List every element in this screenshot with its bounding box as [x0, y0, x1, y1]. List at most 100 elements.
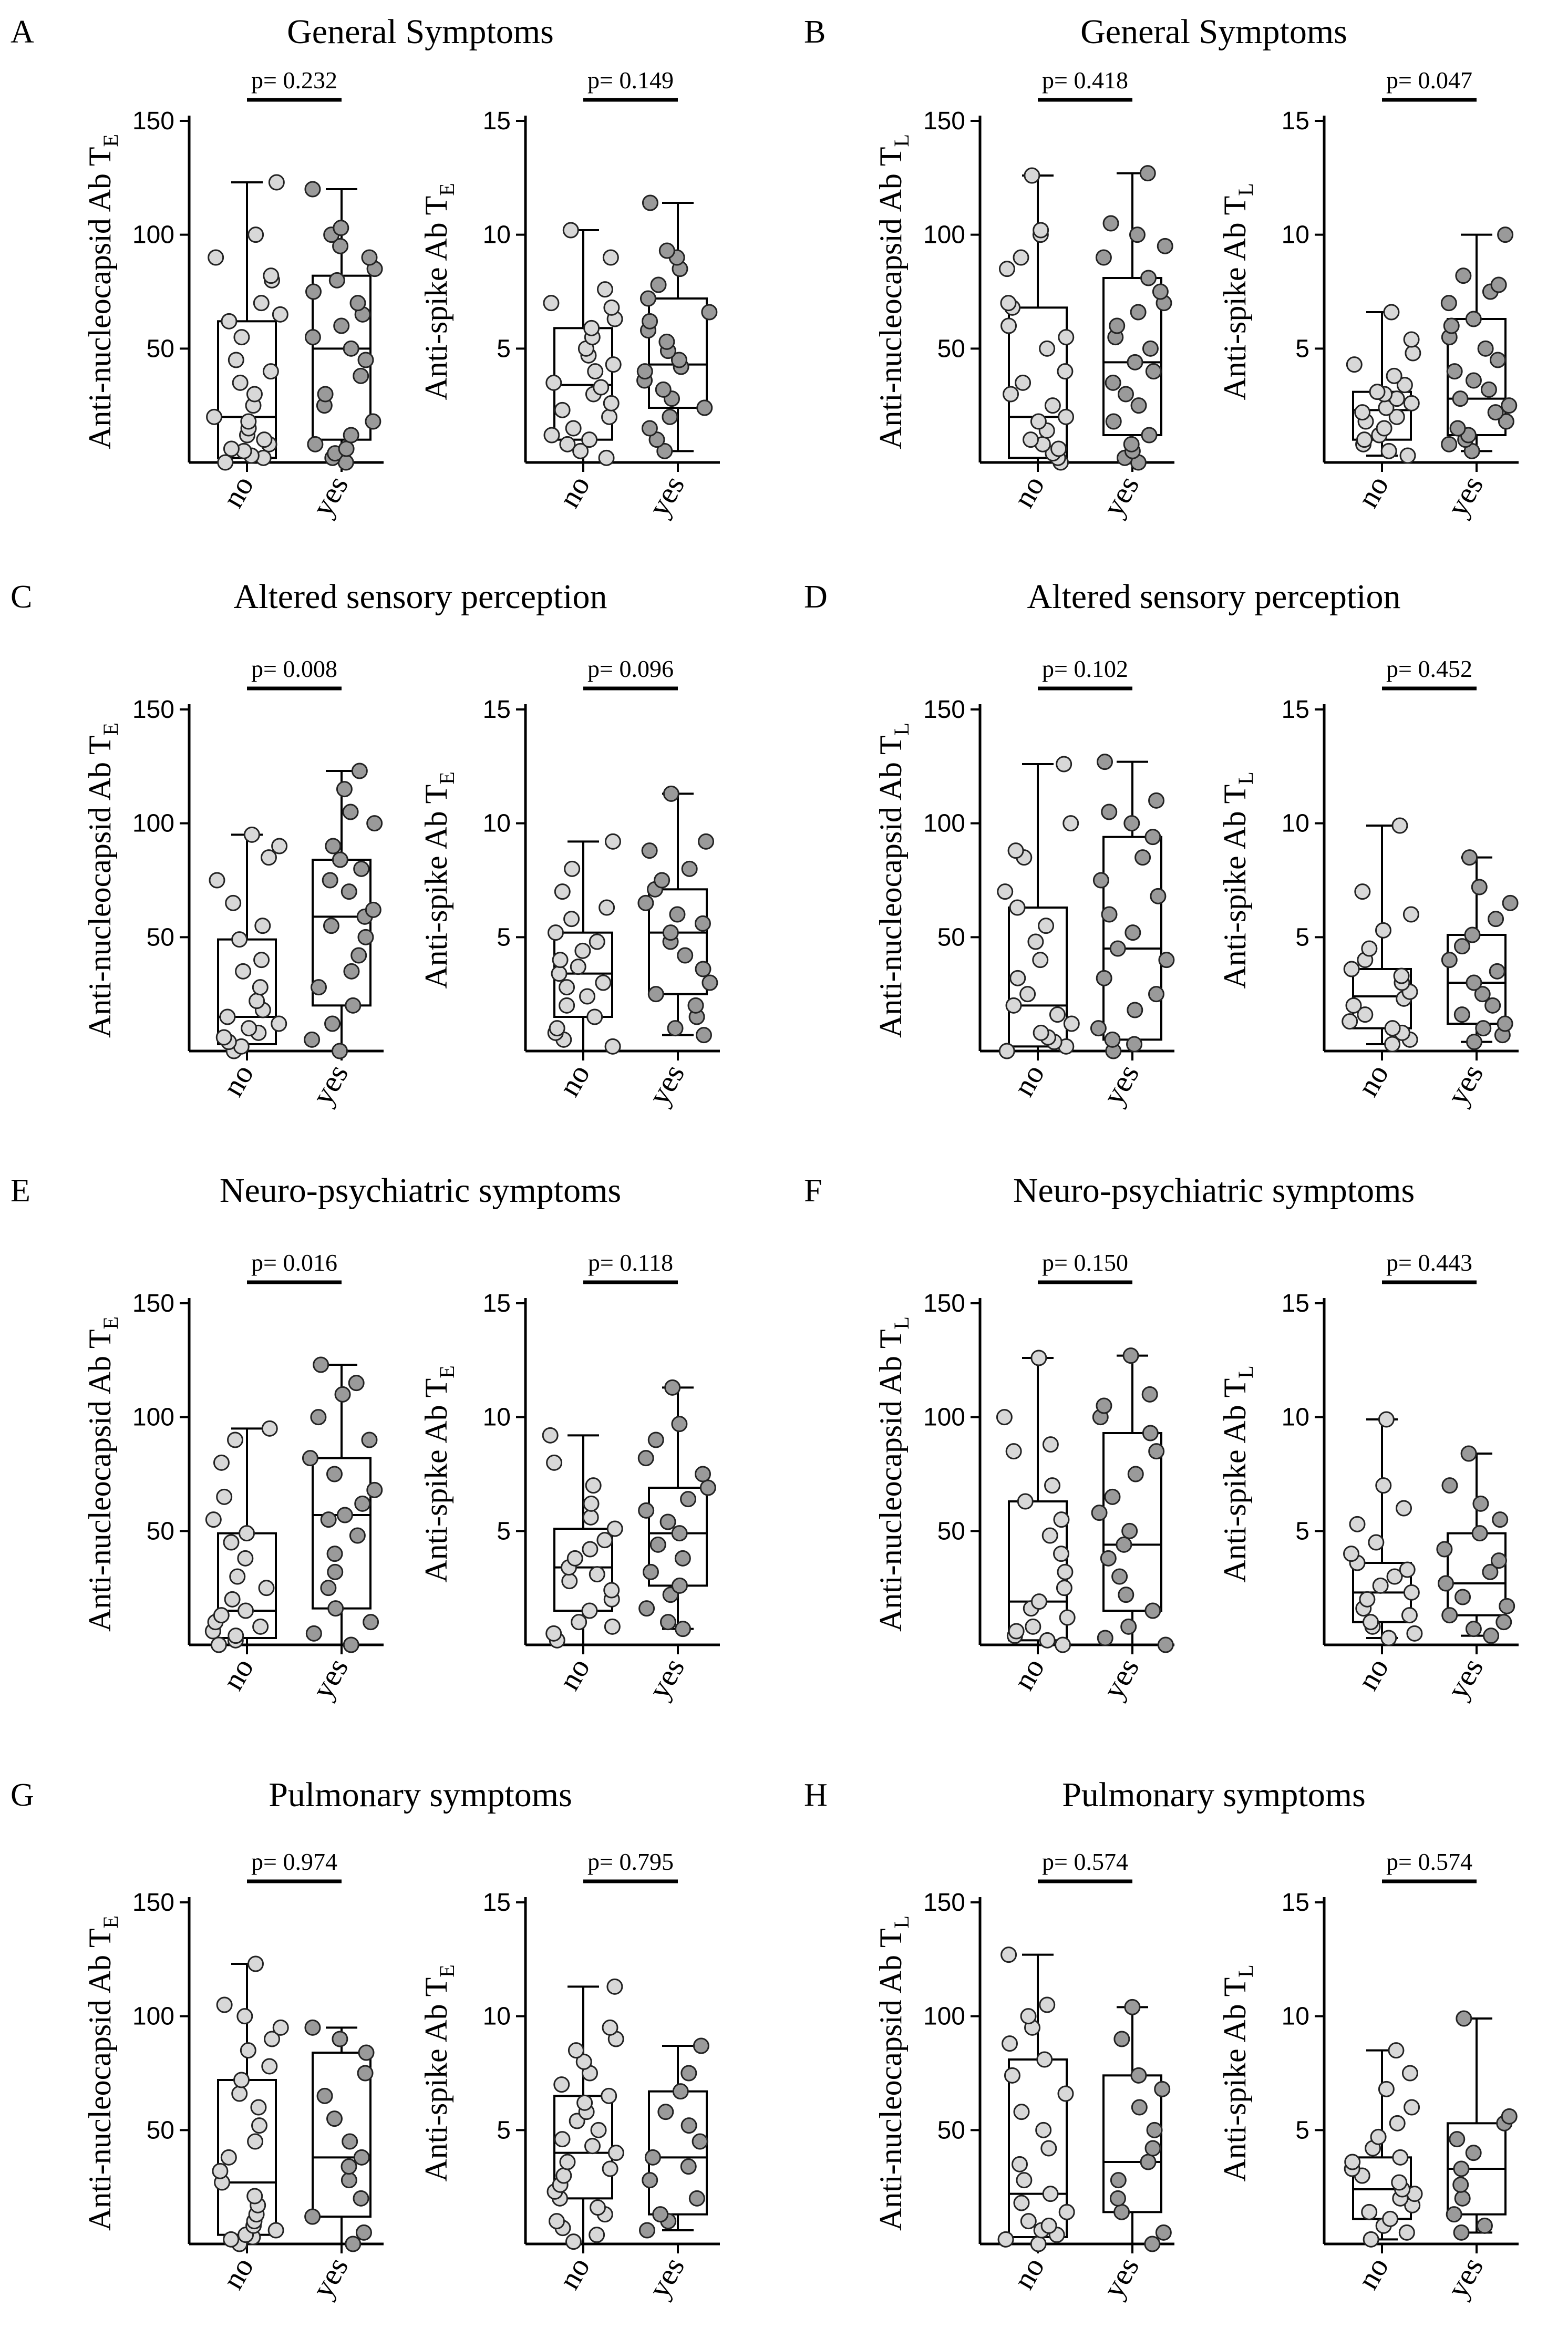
y-tick-label: 150 — [923, 1290, 965, 1317]
data-point — [584, 2138, 601, 2155]
data-point — [235, 963, 252, 980]
data-point — [365, 413, 381, 430]
data-point — [1440, 295, 1457, 312]
x-tick-label-no: no — [1350, 1058, 1395, 1102]
data-point — [1033, 222, 1049, 239]
data-point — [572, 442, 589, 459]
data-point — [549, 1020, 565, 1037]
data-point — [1130, 397, 1147, 414]
data-point — [601, 408, 618, 425]
data-point — [1354, 883, 1371, 900]
y-tick-label: 100 — [923, 1404, 965, 1432]
data-point — [680, 2158, 697, 2175]
data-point — [326, 2110, 343, 2127]
data-point — [332, 2031, 348, 2047]
data-point — [1118, 1587, 1134, 1603]
data-point — [353, 2190, 369, 2207]
data-point — [1055, 1636, 1071, 1653]
data-point — [1148, 792, 1165, 809]
data-point — [1000, 1947, 1017, 1963]
data-point — [1057, 1563, 1074, 1580]
data-point — [1157, 238, 1173, 254]
data-point — [1013, 2195, 1030, 2211]
data-point — [1483, 1628, 1500, 1644]
data-point — [1380, 442, 1397, 459]
y-axis-label-main: Anti-nucleocapsid Ab T — [873, 1329, 908, 1631]
data-point — [1489, 963, 1505, 980]
data-point — [603, 395, 620, 411]
data-point — [1157, 1636, 1174, 1653]
data-point — [256, 431, 273, 448]
data-point — [310, 1409, 327, 1426]
p-value-label: p= 0.096 — [587, 655, 674, 682]
data-point — [1449, 420, 1466, 437]
data-point — [568, 2042, 584, 2059]
y-axis-label: Anti-nucleocapsid Ab TE — [82, 1316, 122, 1632]
data-point — [1380, 1630, 1397, 1646]
data-point — [253, 295, 270, 312]
data-point — [604, 1618, 621, 1635]
data-point — [1158, 952, 1175, 969]
data-point — [1490, 276, 1507, 293]
y-axis-label: Anti-spike Ab TL — [1218, 771, 1257, 988]
y-tick-label: 50 — [937, 2116, 965, 2144]
x-tick-label-no: no — [215, 1058, 260, 1102]
p-value-label: p= 0.118 — [588, 1249, 673, 1276]
data-point — [1096, 1397, 1112, 1414]
data-point — [1154, 2081, 1171, 2097]
data-point — [1100, 1550, 1117, 1567]
data-point — [1453, 2160, 1470, 2177]
data-point — [238, 1602, 254, 1619]
panel-letter-D: D — [804, 579, 828, 615]
data-point — [271, 838, 288, 854]
data-point — [1120, 1618, 1137, 1635]
data-point — [357, 929, 374, 945]
data-point — [1152, 283, 1169, 300]
data-point — [1145, 363, 1162, 380]
data-point — [671, 1577, 688, 1594]
x-tick-label-no: no — [1350, 470, 1395, 513]
data-point — [555, 2167, 572, 2184]
data-point — [350, 947, 367, 964]
y-tick-label: 10 — [1282, 221, 1309, 249]
y-axis-label-main: Anti-spike Ab T — [1218, 785, 1252, 989]
y-tick-label: 15 — [1282, 1889, 1309, 1917]
data-point — [648, 431, 665, 448]
panel-title-C: Altered sensory perception — [233, 578, 607, 616]
data-point — [656, 442, 673, 459]
x-tick-label-yes: yes — [305, 1652, 355, 1704]
data-point — [355, 2224, 372, 2241]
y-tick-label: 5 — [497, 923, 511, 951]
p-value-label: p= 0.574 — [1042, 1848, 1128, 1875]
data-point — [1464, 926, 1481, 943]
data-point — [1150, 888, 1167, 904]
data-point — [1058, 329, 1075, 346]
y-axis-label-subscript: E — [99, 723, 122, 735]
data-point — [249, 993, 265, 1010]
data-point — [205, 1511, 222, 1528]
data-point — [223, 1534, 240, 1551]
x-tick-label-yes: yes — [1096, 470, 1146, 522]
data-point — [1391, 817, 1408, 834]
panel-title-B: General Symptoms — [1080, 13, 1347, 51]
data-point — [1398, 2224, 1415, 2241]
data-point — [317, 386, 334, 403]
data-point — [1376, 420, 1392, 437]
data-point — [334, 1386, 351, 1403]
y-tick-label: 50 — [147, 335, 174, 363]
data-point — [1346, 356, 1363, 373]
y-axis-label-main: Anti-spike Ab T — [419, 1978, 453, 2182]
data-point — [227, 1432, 244, 1448]
data-point — [1044, 397, 1061, 414]
y-axis-label-main: Anti-nucleocapsid Ab T — [82, 1928, 117, 2230]
panel-title-H: Pulmonary symptoms — [1062, 1776, 1366, 1814]
data-point — [1441, 1607, 1458, 1624]
data-point — [1443, 317, 1460, 334]
x-tick-label-yes: yes — [305, 470, 355, 522]
data-point — [582, 1509, 599, 1526]
data-point — [1044, 1477, 1061, 1494]
y-axis-label: Anti-nucleocapsid Ab TE — [82, 723, 122, 1038]
p-value-label: p= 0.574 — [1386, 1848, 1472, 1875]
p-value-label: p= 0.974 — [251, 1848, 337, 1875]
data-point — [302, 1450, 318, 1467]
